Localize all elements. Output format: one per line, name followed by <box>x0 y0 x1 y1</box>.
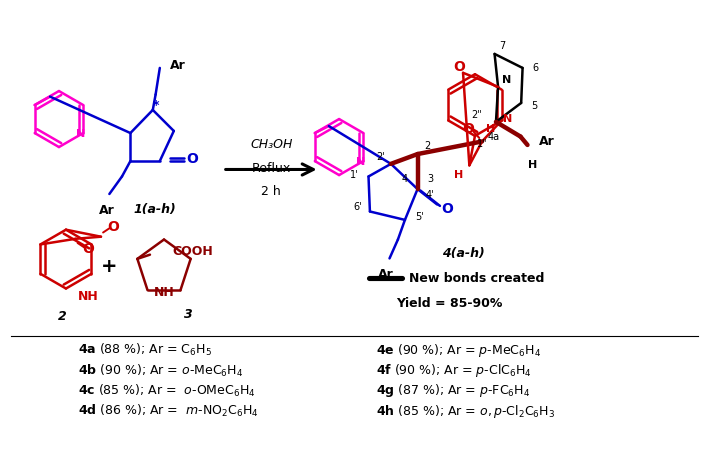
Text: 2 h: 2 h <box>262 185 281 198</box>
Text: Ar: Ar <box>99 204 114 218</box>
Text: 6: 6 <box>532 63 539 73</box>
Text: $\mathbf{4f}$ (90 %); Ar = $\mathit{p}$-ClC$_6$H$_4$: $\mathbf{4f}$ (90 %); Ar = $\mathit{p}$-… <box>376 362 531 379</box>
Text: $\mathbf{4c}$ (85 %); Ar =  $\mathit{o}$-OMeC$_6$H$_4$: $\mathbf{4c}$ (85 %); Ar = $\mathit{o}$-… <box>78 383 255 399</box>
Text: Ar: Ar <box>377 268 393 281</box>
Text: 4a: 4a <box>487 131 499 142</box>
Text: 1': 1' <box>350 170 359 180</box>
Text: *: * <box>153 98 160 112</box>
Text: 4(a-h): 4(a-h) <box>442 246 484 260</box>
Text: 3: 3 <box>184 308 193 321</box>
Text: Ar: Ar <box>540 135 555 148</box>
Text: +: + <box>101 256 118 276</box>
Text: 7: 7 <box>498 40 505 50</box>
Text: 3: 3 <box>428 174 433 184</box>
Text: O: O <box>82 242 94 256</box>
Text: 5': 5' <box>415 212 423 222</box>
Text: O: O <box>186 153 198 166</box>
Text: N: N <box>76 129 85 139</box>
Text: 5: 5 <box>531 101 537 111</box>
Text: $\mathbf{4a}$ (88 %); Ar = C$_6$H$_5$: $\mathbf{4a}$ (88 %); Ar = C$_6$H$_5$ <box>78 342 212 358</box>
Text: Yield = 85-90%: Yield = 85-90% <box>396 297 502 311</box>
Text: H: H <box>454 170 463 180</box>
Text: $\mathbf{4h}$ (85 %); Ar = $\mathit{o,p}$-Cl$_2$C$_6$H$_3$: $\mathbf{4h}$ (85 %); Ar = $\mathit{o,p}… <box>376 403 554 420</box>
Text: N: N <box>503 114 513 124</box>
Text: 1": 1" <box>476 139 487 149</box>
Text: 2: 2 <box>58 310 67 322</box>
Text: $\mathbf{4e}$ (90 %); Ar = $\mathit{p}$-MeC$_6$H$_4$: $\mathbf{4e}$ (90 %); Ar = $\mathit{p}$-… <box>376 342 541 359</box>
Text: $\mathbf{4g}$ (87 %); Ar = $\mathit{p}$-FC$_6$H$_4$: $\mathbf{4g}$ (87 %); Ar = $\mathit{p}$-… <box>376 382 530 399</box>
Text: N: N <box>356 157 365 167</box>
Text: Ar: Ar <box>169 59 185 71</box>
Text: New bonds created: New bonds created <box>409 272 545 284</box>
Text: 4': 4' <box>426 190 435 200</box>
Text: H: H <box>486 124 495 134</box>
Text: H: H <box>527 160 537 170</box>
Text: 6': 6' <box>353 202 362 213</box>
Text: 2": 2" <box>471 110 482 120</box>
Text: N: N <box>501 75 510 85</box>
Text: O: O <box>441 202 453 216</box>
Text: O: O <box>453 60 465 74</box>
Text: NH: NH <box>154 287 175 300</box>
Text: 1(a-h): 1(a-h) <box>133 203 177 216</box>
Text: Reflux: Reflux <box>252 162 291 174</box>
Text: 4: 4 <box>402 174 408 184</box>
Text: O: O <box>108 220 120 234</box>
Text: CH₃OH: CH₃OH <box>250 138 292 152</box>
Text: 2: 2 <box>425 141 431 151</box>
Text: COOH: COOH <box>172 245 213 258</box>
Text: NH: NH <box>78 290 99 304</box>
Text: $\mathbf{4d}$ (86 %); Ar =  $\mathit{m}$-NO$_2$C$_6$H$_4$: $\mathbf{4d}$ (86 %); Ar = $\mathit{m}$-… <box>78 403 259 419</box>
Text: $\mathbf{4b}$ (90 %); Ar = $\mathit{o}$-MeC$_6$H$_4$: $\mathbf{4b}$ (90 %); Ar = $\mathit{o}$-… <box>78 362 243 378</box>
Text: 2': 2' <box>376 152 386 162</box>
Text: O: O <box>462 122 474 136</box>
